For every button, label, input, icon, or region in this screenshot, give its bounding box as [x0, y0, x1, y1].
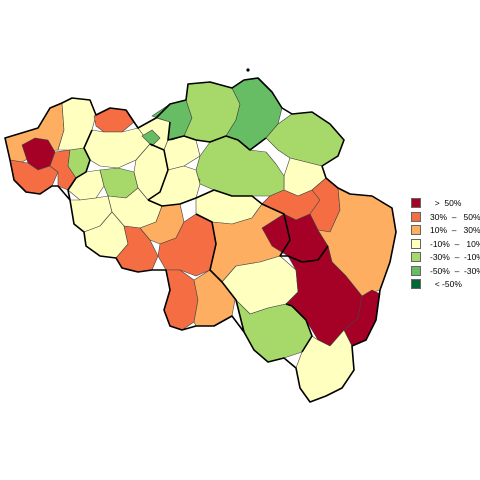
legend-swatch [411, 225, 421, 235]
legend-entry: -30% – -10% [408, 251, 480, 265]
country-border [4, 77, 397, 403]
legend-entry: < -50% [408, 278, 478, 292]
legend-label: -30% – -10% [430, 252, 480, 262]
legend-label: 10% – 30% [430, 225, 480, 235]
province-boundary-west [67, 129, 93, 201]
region-leuven[interactable] [195, 135, 285, 197]
province-boundary-hainaut [195, 213, 245, 333]
region-thuin[interactable] [163, 269, 199, 331]
province-boundary-antwerp [167, 121, 267, 151]
legend-swatch [411, 265, 421, 276]
legend-entry: -50% – -30% [408, 265, 480, 279]
enclave-dot [246, 68, 250, 72]
region-dendermonde[interactable] [141, 129, 161, 147]
legend-label: < -50% [430, 279, 462, 289]
province-boundary-brabant [147, 189, 263, 207]
legend-entry: 10% – 30% [408, 224, 480, 238]
legend-entry: -10% – 10% [408, 238, 480, 252]
legend-label: > 50% [430, 198, 462, 208]
legend-swatch [411, 238, 421, 249]
legend-label: -50% – -30% [430, 265, 480, 276]
legend-label: 30% – 50% [430, 211, 480, 222]
province-boundary-liege [261, 203, 329, 263]
province-boundary-east-flanders [147, 143, 169, 201]
legend-swatch [411, 252, 421, 262]
legend-swatch [411, 198, 421, 208]
legend-swatch [411, 279, 421, 289]
legend-entry: > 50% [408, 197, 478, 211]
region-mechelen[interactable] [163, 135, 201, 171]
legend-label: -10% – 10% [430, 238, 480, 249]
legend-swatch [411, 211, 421, 222]
map-legend: > 50% 30% – 50% 10% – 30% -10% – 10% -30% – … [408, 197, 480, 292]
legend-entry: 30% – 50% [408, 211, 480, 225]
province-boundary-luxembourg [285, 303, 313, 353]
